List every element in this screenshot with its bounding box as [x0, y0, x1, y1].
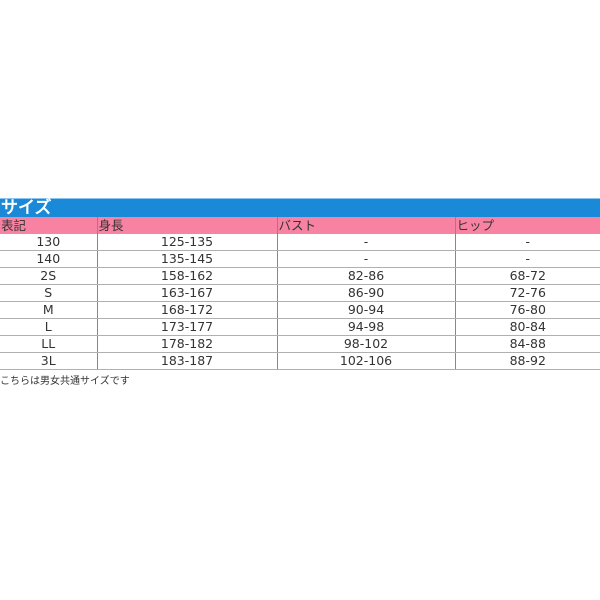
- table-cell: 84-88: [455, 335, 600, 353]
- footnote: こちらは男女共通サイズです: [0, 376, 130, 387]
- table-cell: 3L: [0, 352, 98, 370]
- table-row: 140 135-145- -: [0, 250, 600, 268]
- table-cell: 76-80: [455, 301, 600, 319]
- column-header: バスト: [277, 217, 456, 234]
- table-cell: 102-106: [277, 352, 456, 370]
- table-cell: 130: [0, 234, 98, 251]
- table-cell: M: [0, 301, 98, 319]
- table-cell: 98-102: [277, 335, 456, 353]
- table-cell: 88-92: [455, 352, 600, 370]
- table-cell: -: [455, 234, 600, 251]
- table-cell: 135-145: [97, 250, 278, 268]
- table-cell: 168-172: [97, 301, 278, 319]
- table-cell: 86-90: [277, 284, 456, 302]
- table-cell: 163-167: [97, 284, 278, 302]
- table-cell: 80-84: [455, 318, 600, 336]
- table-cell: -: [277, 234, 456, 251]
- table-row: LL 178-182 98-102 84-88: [0, 335, 600, 353]
- table-cell: 183-187: [97, 352, 278, 370]
- table-row: 2S 158-162 82-86 68-72: [0, 267, 600, 285]
- table-cell: 82-86: [277, 267, 456, 285]
- table-row: M 168-172 90-94 76-80: [0, 301, 600, 319]
- table-cell: LL: [0, 335, 98, 353]
- table-cell: 178-182: [97, 335, 278, 353]
- table-cell: S: [0, 284, 98, 302]
- table-row: 130 125-135- -: [0, 234, 600, 251]
- header-row: 表記 身長 バスト ヒップ: [0, 217, 600, 234]
- column-header: ヒップ: [455, 217, 600, 234]
- column-header: 身長: [97, 217, 278, 234]
- table-cell: -: [277, 250, 456, 268]
- table-cell: 2S: [0, 267, 98, 285]
- size-title: サイズ: [0, 198, 600, 218]
- column-header: 表記: [0, 217, 98, 234]
- table-cell: -: [455, 250, 600, 268]
- table-cell: 68-72: [455, 267, 600, 285]
- table-cell: 72-76: [455, 284, 600, 302]
- table-cell: 173-177: [97, 318, 278, 336]
- size-table: 表記 身長 バスト ヒップ 130 125-135- -140 135-145- -2S 158…: [0, 217, 600, 370]
- table-cell: 158-162: [97, 267, 278, 285]
- table-row: S 163-167 86-90 72-76: [0, 284, 600, 302]
- table-cell: 90-94: [277, 301, 456, 319]
- table-cell: 140: [0, 250, 98, 268]
- table-row: 3L 183-187 102-106 88-92: [0, 352, 600, 370]
- table-cell: 94-98: [277, 318, 456, 336]
- table-row: L 173-177 94-98 80-84: [0, 318, 600, 336]
- table-cell: 125-135: [97, 234, 278, 251]
- table-cell: L: [0, 318, 98, 336]
